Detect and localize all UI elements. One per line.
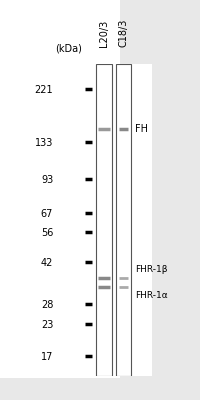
Text: FHR-1α: FHR-1α [135,291,167,300]
Text: FH: FH [135,124,148,134]
Text: FHR-1β: FHR-1β [135,264,167,274]
Text: C18/3: C18/3 [118,18,128,47]
Bar [116,64,131,376]
Bar [96,64,112,376]
Text: L20/3: L20/3 [99,20,109,47]
Text: (kDa): (kDa) [55,43,82,53]
